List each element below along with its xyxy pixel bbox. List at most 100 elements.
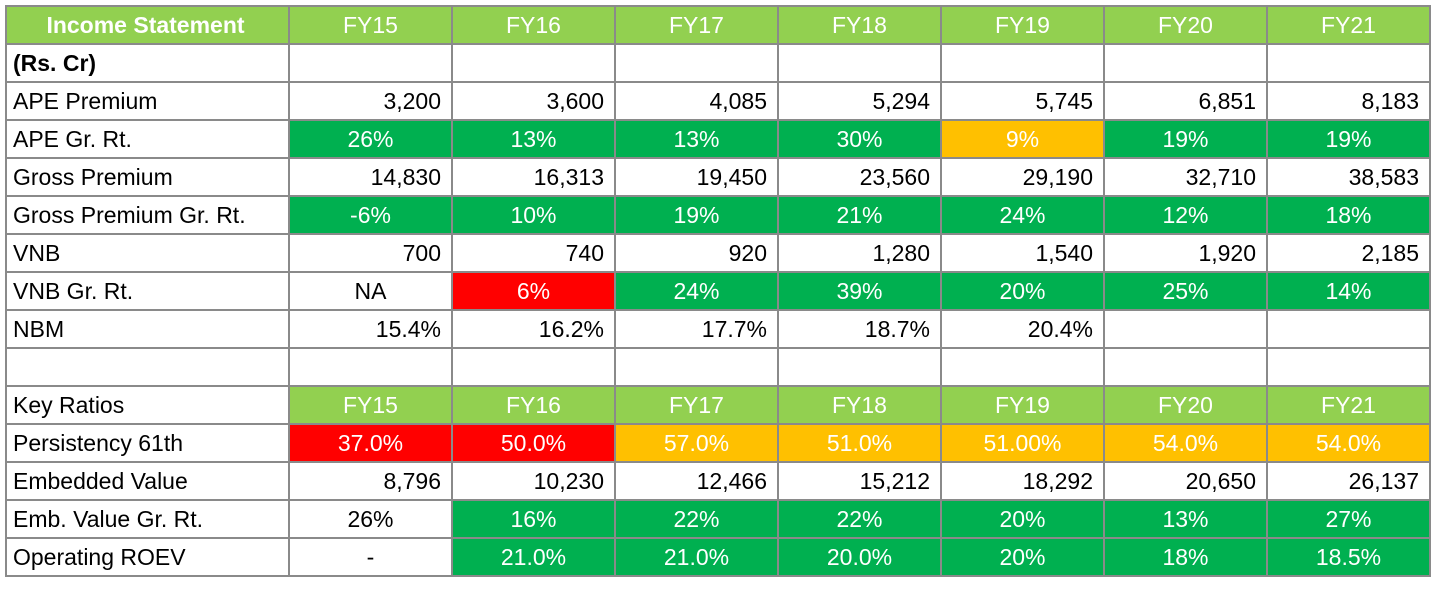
- table-cell[interactable]: 39%: [777, 271, 942, 311]
- table-cell[interactable]: 19%: [614, 195, 779, 235]
- table-cell[interactable]: 16.2%: [451, 309, 616, 349]
- table-cell[interactable]: 20%: [940, 499, 1105, 539]
- table-cell[interactable]: 23,560: [777, 157, 942, 197]
- table-cell[interactable]: [940, 347, 1105, 387]
- table-cell[interactable]: 51.00%: [940, 423, 1105, 463]
- row-label[interactable]: Operating ROEV: [5, 537, 290, 577]
- table-cell[interactable]: 30%: [777, 119, 942, 159]
- table-cell[interactable]: 19%: [1103, 119, 1268, 159]
- table-cell[interactable]: -: [288, 537, 453, 577]
- table-cell[interactable]: 13%: [614, 119, 779, 159]
- column-header[interactable]: FY15: [288, 5, 453, 45]
- table-cell[interactable]: 1,280: [777, 233, 942, 273]
- column-header[interactable]: FY21: [1266, 5, 1431, 45]
- table-cell[interactable]: 32,710: [1103, 157, 1268, 197]
- table-cell[interactable]: 740: [451, 233, 616, 273]
- column-header[interactable]: FY18: [777, 385, 942, 425]
- table-cell[interactable]: [1103, 43, 1268, 83]
- table-cell[interactable]: [451, 43, 616, 83]
- row-label[interactable]: NBM: [5, 309, 290, 349]
- row-label[interactable]: APE Premium: [5, 81, 290, 121]
- table-cell[interactable]: 54.0%: [1103, 423, 1268, 463]
- row-label[interactable]: VNB Gr. Rt.: [5, 271, 290, 311]
- table-cell[interactable]: NA: [288, 271, 453, 311]
- table-cell[interactable]: 20.0%: [777, 537, 942, 577]
- table-cell[interactable]: [1103, 309, 1268, 349]
- table-cell[interactable]: 5,294: [777, 81, 942, 121]
- row-label[interactable]: APE Gr. Rt.: [5, 119, 290, 159]
- table-cell[interactable]: 3,200: [288, 81, 453, 121]
- table-cell[interactable]: 26%: [288, 119, 453, 159]
- table-cell[interactable]: [777, 43, 942, 83]
- table-cell[interactable]: 10%: [451, 195, 616, 235]
- table-cell[interactable]: 14%: [1266, 271, 1431, 311]
- table-cell[interactable]: 16,313: [451, 157, 616, 197]
- table-cell[interactable]: 19%: [1266, 119, 1431, 159]
- table-cell[interactable]: 22%: [614, 499, 779, 539]
- row-label[interactable]: Income Statement: [5, 5, 290, 45]
- row-label[interactable]: Gross Premium: [5, 157, 290, 197]
- table-cell[interactable]: 2,185: [1266, 233, 1431, 273]
- table-cell[interactable]: 12%: [1103, 195, 1268, 235]
- table-cell[interactable]: 14,830: [288, 157, 453, 197]
- table-cell[interactable]: 21.0%: [451, 537, 616, 577]
- table-cell[interactable]: 8,796: [288, 461, 453, 501]
- table-cell[interactable]: 4,085: [614, 81, 779, 121]
- table-cell[interactable]: [1266, 347, 1431, 387]
- table-cell[interactable]: 24%: [614, 271, 779, 311]
- table-cell[interactable]: 27%: [1266, 499, 1431, 539]
- column-header[interactable]: FY15: [288, 385, 453, 425]
- table-cell[interactable]: 12,466: [614, 461, 779, 501]
- table-cell[interactable]: 37.0%: [288, 423, 453, 463]
- table-cell[interactable]: [614, 347, 779, 387]
- table-cell[interactable]: 57.0%: [614, 423, 779, 463]
- table-cell[interactable]: 6,851: [1103, 81, 1268, 121]
- table-cell[interactable]: 20.4%: [940, 309, 1105, 349]
- table-cell[interactable]: 17.7%: [614, 309, 779, 349]
- column-header[interactable]: FY21: [1266, 385, 1431, 425]
- table-cell[interactable]: 18,292: [940, 461, 1105, 501]
- table-cell[interactable]: 8,183: [1266, 81, 1431, 121]
- table-cell[interactable]: 9%: [940, 119, 1105, 159]
- row-label[interactable]: (Rs. Cr): [5, 43, 290, 83]
- table-cell[interactable]: 18%: [1266, 195, 1431, 235]
- table-cell[interactable]: [777, 347, 942, 387]
- column-header[interactable]: FY16: [451, 5, 616, 45]
- table-cell[interactable]: 15.4%: [288, 309, 453, 349]
- row-label[interactable]: Key Ratios: [5, 385, 290, 425]
- table-cell[interactable]: 18.7%: [777, 309, 942, 349]
- table-cell[interactable]: 25%: [1103, 271, 1268, 311]
- table-cell[interactable]: 20,650: [1103, 461, 1268, 501]
- row-label[interactable]: Gross Premium Gr. Rt.: [5, 195, 290, 235]
- table-cell[interactable]: 10,230: [451, 461, 616, 501]
- table-cell[interactable]: 21%: [777, 195, 942, 235]
- table-cell[interactable]: 51.0%: [777, 423, 942, 463]
- table-cell[interactable]: [1266, 43, 1431, 83]
- table-cell[interactable]: 50.0%: [451, 423, 616, 463]
- row-label[interactable]: [5, 347, 290, 387]
- table-cell[interactable]: 700: [288, 233, 453, 273]
- table-cell[interactable]: [288, 43, 453, 83]
- table-cell[interactable]: 19,450: [614, 157, 779, 197]
- table-cell[interactable]: 1,540: [940, 233, 1105, 273]
- table-cell[interactable]: -6%: [288, 195, 453, 235]
- table-cell[interactable]: 26,137: [1266, 461, 1431, 501]
- table-cell[interactable]: 22%: [777, 499, 942, 539]
- column-header[interactable]: FY20: [1103, 5, 1268, 45]
- table-cell[interactable]: [940, 43, 1105, 83]
- table-cell[interactable]: [1266, 309, 1431, 349]
- table-cell[interactable]: 13%: [451, 119, 616, 159]
- table-cell[interactable]: 54.0%: [1266, 423, 1431, 463]
- table-cell[interactable]: 20%: [940, 271, 1105, 311]
- row-label[interactable]: Emb. Value Gr. Rt.: [5, 499, 290, 539]
- table-cell[interactable]: [451, 347, 616, 387]
- table-cell[interactable]: 20%: [940, 537, 1105, 577]
- row-label[interactable]: Embedded Value: [5, 461, 290, 501]
- column-header[interactable]: FY17: [614, 5, 779, 45]
- column-header[interactable]: FY19: [940, 385, 1105, 425]
- table-cell[interactable]: 15,212: [777, 461, 942, 501]
- table-cell[interactable]: 16%: [451, 499, 616, 539]
- table-cell[interactable]: 13%: [1103, 499, 1268, 539]
- table-cell[interactable]: [614, 43, 779, 83]
- table-cell[interactable]: 5,745: [940, 81, 1105, 121]
